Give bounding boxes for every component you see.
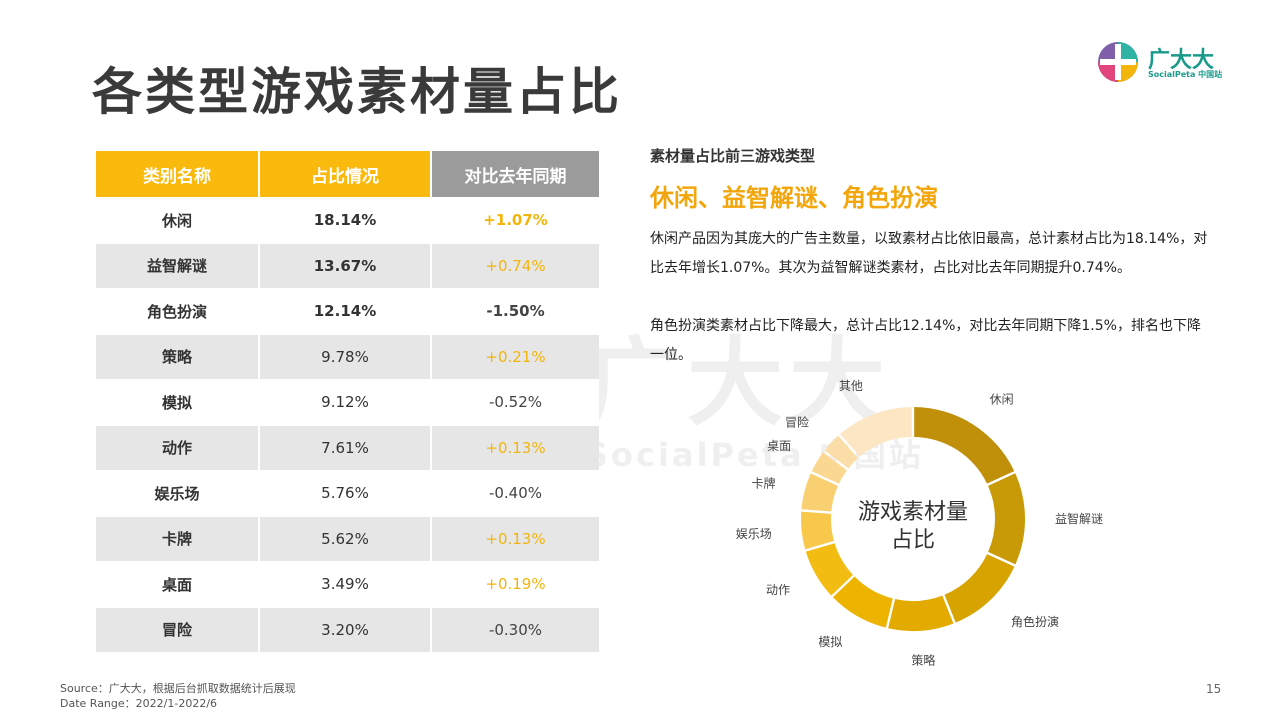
yoy-change: -1.50% (432, 288, 599, 334)
header-category: 类别名称 (96, 151, 260, 197)
slice-label: 角色扮演 (1011, 614, 1059, 629)
section-label: 素材量占比前三游戏类型 (650, 147, 816, 165)
share-value: 9.12% (260, 379, 432, 425)
share-value: 3.20% (260, 606, 432, 652)
slice-label: 其他 (839, 379, 863, 393)
category-share-table: 类别名称 占比情况 对比去年同期 休闲 18.14% +1.07% 益智解谜 1… (96, 151, 599, 652)
yoy-change: -0.52% (432, 379, 599, 425)
slice-label: 休闲 (990, 392, 1014, 406)
brand-logo: 广大大 SocialPeta 中国站 (1096, 40, 1236, 84)
table-row: 益智解谜 13.67% +0.74% (96, 242, 599, 288)
yoy-change: -0.40% (432, 470, 599, 516)
yoy-change: -0.30% (432, 606, 599, 652)
yoy-change: +0.13% (432, 515, 599, 561)
yoy-change: +1.07% (432, 197, 599, 243)
share-value: 13.67% (260, 242, 432, 288)
slice-label: 娱乐场 (736, 527, 772, 541)
logo-icon (1098, 42, 1138, 82)
share-value: 18.14% (260, 197, 432, 243)
chart-center-title-2: 占比 (891, 528, 935, 553)
footer-source: Source：广大大，根据后台抓取数据统计后展现 Date Range：2022… (60, 681, 296, 711)
date-range-text: Date Range：2022/1-2022/6 (60, 697, 218, 710)
category-name: 益智解谜 (96, 242, 260, 288)
logo-name: 广大大 (1148, 48, 1215, 73)
slice-label: 益智解谜 (1055, 511, 1103, 526)
category-name: 卡牌 (96, 515, 260, 561)
slice-label: 模拟 (818, 635, 842, 649)
yoy-change: +0.74% (432, 242, 599, 288)
table-row: 动作 7.61% +0.13% (96, 424, 599, 470)
chart-center-title: 游戏素材量 (858, 500, 968, 525)
source-text: Source：广大大，根据后台抓取数据统计后展现 (60, 682, 296, 695)
page-title: 各类型游戏素材量占比 (92, 63, 622, 121)
yoy-change: +0.13% (432, 424, 599, 470)
logo-subtitle: SocialPeta 中国站 (1148, 70, 1223, 79)
share-value: 9.78% (260, 333, 432, 379)
donut-slice (839, 407, 912, 457)
table-row: 娱乐场 5.76% -0.40% (96, 470, 599, 516)
yoy-change: +0.21% (432, 333, 599, 379)
donut-slice (801, 511, 834, 550)
table-row: 策略 9.78% +0.21% (96, 333, 599, 379)
category-name: 休闲 (96, 197, 260, 243)
donut-slice (805, 543, 853, 596)
watermark-subtext: SocialPeta 中国站 (585, 436, 924, 474)
category-name: 模拟 (96, 379, 260, 425)
table-row: 休闲 18.14% +1.07% (96, 197, 599, 243)
yoy-change: +0.19% (432, 561, 599, 607)
category-name: 桌面 (96, 561, 260, 607)
table-row: 角色扮演 12.14% -1.50% (96, 288, 599, 334)
slice-label: 桌面 (767, 439, 791, 453)
header-yoy: 对比去年同期 (432, 151, 599, 197)
donut-slice (832, 576, 893, 628)
donut-slice (944, 554, 1015, 623)
share-value: 12.14% (260, 288, 432, 334)
slice-label: 动作 (766, 583, 790, 597)
table-row: 桌面 3.49% +0.19% (96, 561, 599, 607)
summary-paragraph-1: 休闲产品因为其庞大的广告主数量，以致素材占比依旧最高，总计素材占比为18.14%… (650, 231, 1208, 276)
slice-label: 卡牌 (752, 476, 776, 490)
slice-label: 冒险 (785, 414, 809, 429)
table-row: 卡牌 5.62% +0.13% (96, 515, 599, 561)
page-number: 15 (1206, 682, 1222, 696)
share-value: 5.76% (260, 470, 432, 516)
category-name: 娱乐场 (96, 470, 260, 516)
header-share: 占比情况 (260, 151, 432, 197)
category-name: 动作 (96, 424, 260, 470)
donut-slice (811, 452, 847, 484)
category-name: 角色扮演 (96, 288, 260, 334)
category-name: 策略 (96, 333, 260, 379)
donut-slice (987, 473, 1025, 565)
donut-slice (824, 435, 858, 469)
donut-slice (801, 473, 838, 512)
table-header-row: 类别名称 占比情况 对比去年同期 (96, 151, 599, 197)
share-value: 5.62% (260, 515, 432, 561)
slice-label: 策略 (911, 653, 935, 668)
donut-slice (888, 595, 954, 632)
table-row: 模拟 9.12% -0.52% (96, 379, 599, 425)
section-headline: 休闲、益智解谜、角色扮演 (650, 184, 938, 212)
summary-paragraph-2: 角色扮演类素材占比下降最大，总计占比12.14%，对比去年同期下降1.5%，排名… (650, 318, 1201, 363)
share-value: 7.61% (260, 424, 432, 470)
share-value: 3.49% (260, 561, 432, 607)
table-row: 冒险 3.20% -0.30% (96, 606, 599, 652)
donut-slice (914, 407, 1015, 484)
category-name: 冒险 (96, 606, 260, 652)
